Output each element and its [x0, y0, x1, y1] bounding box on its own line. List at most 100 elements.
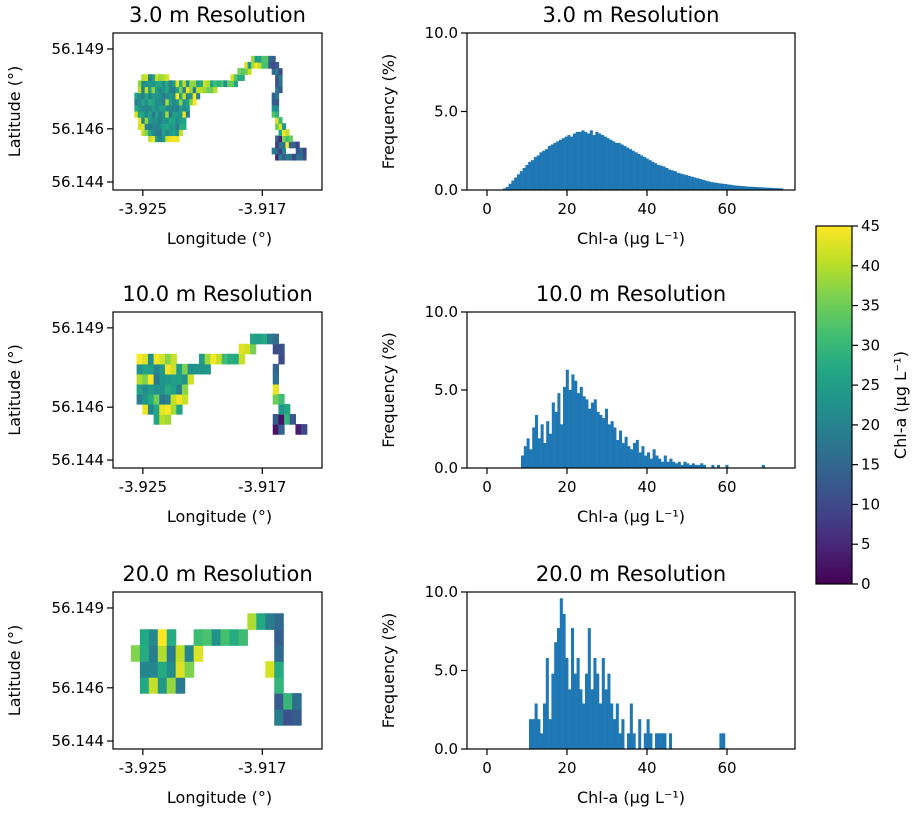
hist-bar — [725, 464, 729, 468]
hist-bar — [601, 135, 605, 190]
map-cell — [142, 373, 149, 385]
map-cell — [148, 86, 153, 94]
map-ytick-label: 56.149 — [52, 40, 105, 58]
map-cell — [159, 404, 166, 415]
hist-bar — [769, 187, 773, 190]
map-cell — [144, 98, 149, 106]
hist-bar — [615, 703, 619, 749]
map-cell — [148, 123, 153, 130]
colorbar: 0 5 10 15 20 25 30 35 40 45 Chl-a (μg L⁻¹) — [815, 217, 910, 593]
hist-bar — [620, 144, 624, 190]
map-cell — [139, 629, 150, 646]
map-cell — [206, 86, 211, 94]
map-cell — [142, 383, 149, 395]
map-cell — [161, 123, 166, 130]
map-cell — [141, 110, 146, 118]
hist-bar — [573, 133, 577, 190]
map-cell — [292, 693, 302, 710]
hist-bar — [624, 436, 628, 468]
map-ylabel: Latitude (°) — [5, 344, 24, 435]
map-cell — [302, 153, 307, 161]
map-cell — [182, 123, 187, 130]
map-cell — [281, 141, 287, 149]
hist-bar — [598, 133, 602, 190]
map-cell — [221, 353, 228, 365]
map-cell — [154, 74, 159, 81]
hist-bar — [629, 703, 633, 749]
map-cell — [199, 80, 204, 88]
map-cell — [170, 363, 177, 375]
colorbar-tick-label: 45 — [861, 217, 880, 235]
hist-bar — [592, 135, 596, 190]
map-cell — [161, 135, 166, 143]
hist-bar — [604, 689, 608, 749]
hist-bar — [774, 188, 778, 190]
hist-bar — [707, 181, 711, 190]
map-cell — [213, 86, 218, 94]
map-cell — [278, 135, 283, 143]
hist-bar — [546, 421, 550, 468]
map-cell — [184, 661, 195, 678]
hist-bar — [584, 131, 588, 190]
hist-bar — [741, 186, 745, 190]
map-cell — [165, 74, 170, 81]
hist-bar — [649, 733, 653, 749]
map-cell — [166, 661, 177, 678]
map-cell — [158, 104, 163, 112]
map-cell — [193, 645, 204, 662]
hist-panel-2: 10.0 m Resolution 0 20 40 60 0.0 5.0 10.0 Chl-a … — [379, 282, 796, 526]
map-cell — [281, 129, 287, 137]
hist-bar — [641, 446, 645, 468]
hist-bar — [640, 155, 644, 190]
map-cell — [178, 86, 184, 94]
map-cell — [142, 393, 149, 405]
map-cell — [158, 92, 163, 100]
hist-bar — [532, 427, 536, 468]
map-cell — [161, 110, 166, 118]
hist-bar — [582, 703, 586, 749]
map-cell — [144, 129, 149, 137]
map-cell — [178, 123, 184, 130]
hist-bar — [587, 133, 591, 190]
map-cell — [271, 92, 276, 100]
map-cell — [237, 74, 242, 81]
map-cell — [278, 393, 285, 405]
hist-frame — [466, 311, 796, 469]
map-cell — [227, 80, 232, 88]
hist-bar — [568, 390, 572, 468]
map-cell — [172, 129, 177, 137]
map-cell — [227, 353, 234, 365]
map-cell — [172, 123, 177, 130]
map-cell — [268, 55, 273, 63]
map-cell — [141, 86, 146, 94]
hist-bar — [554, 411, 558, 468]
hist-bar — [561, 138, 565, 190]
hist-bar — [672, 461, 676, 468]
map-cell — [182, 92, 187, 100]
map-cell — [176, 363, 183, 375]
hist-bar — [508, 183, 512, 190]
map-cell — [168, 104, 173, 112]
hist-bar — [732, 185, 736, 190]
map-cell — [161, 80, 166, 88]
map-cell — [275, 86, 280, 94]
map-cells — [136, 333, 308, 435]
hist-bar — [766, 187, 770, 190]
map-cell — [182, 104, 187, 112]
map-cell — [284, 414, 291, 425]
map-cell — [151, 117, 156, 124]
map-cell — [292, 709, 302, 726]
map-cell — [158, 74, 163, 81]
map-cell — [281, 147, 287, 155]
hist-ytick-label: 10.0 — [425, 583, 458, 601]
hist-bar — [743, 186, 747, 190]
map-xlabel: Longitude (°) — [167, 507, 272, 526]
hist-bar — [585, 673, 589, 749]
map-cell — [151, 123, 156, 130]
hist-bar — [590, 689, 594, 749]
hist-xtick-label: 40 — [637, 478, 656, 496]
hist-bar — [605, 408, 609, 468]
hist-bar — [576, 657, 580, 749]
map-cell — [168, 123, 173, 130]
hist-bar — [593, 399, 597, 468]
